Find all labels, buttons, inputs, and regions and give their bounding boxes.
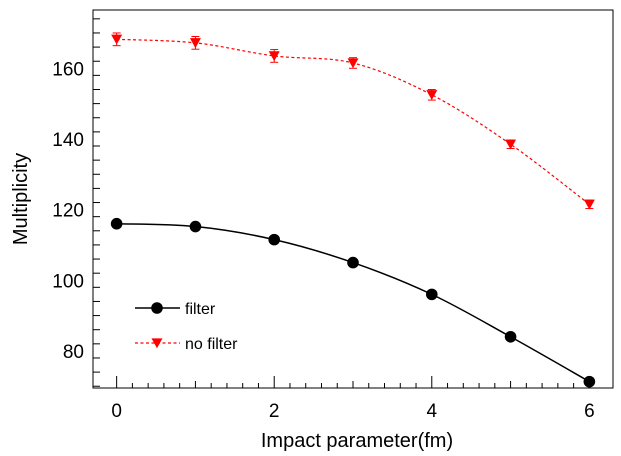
y-tick-label: 120 [52, 201, 84, 222]
legend-label: no filter [185, 336, 238, 353]
x-tick-label: 2 [269, 401, 280, 422]
x-tick-label: 6 [584, 401, 595, 422]
legend-label: filter [185, 301, 216, 318]
axes: 0 2 4 6 80 100 120 140 160 [52, 18, 595, 422]
legend-marker [151, 302, 163, 314]
y-tick-label: 160 [52, 59, 84, 80]
data-point [505, 139, 517, 150]
data-point [347, 256, 359, 269]
series-layer [110, 32, 596, 388]
data-point [189, 38, 201, 49]
y-axis-label: Multiplicity [10, 153, 32, 245]
y-tick-label: 100 [52, 271, 84, 292]
data-point [268, 51, 280, 62]
data-point [504, 330, 517, 343]
x-tick-label: 4 [426, 401, 437, 422]
y-tick-label: 80 [63, 342, 84, 363]
data-point [189, 220, 202, 233]
x-tick-label: 0 [111, 401, 122, 422]
x-axis-label: Impact parameter(fm) [261, 430, 453, 452]
data-point [268, 233, 281, 246]
data-point [110, 217, 123, 230]
data-point [583, 375, 596, 388]
data-point [111, 34, 123, 45]
data-point [426, 90, 438, 101]
y-tick-label: 140 [52, 130, 84, 151]
data-point [425, 288, 438, 301]
data-point [583, 199, 595, 210]
legend-marker [151, 338, 163, 349]
legend: filter no filter [135, 301, 238, 353]
data-point [347, 58, 359, 69]
